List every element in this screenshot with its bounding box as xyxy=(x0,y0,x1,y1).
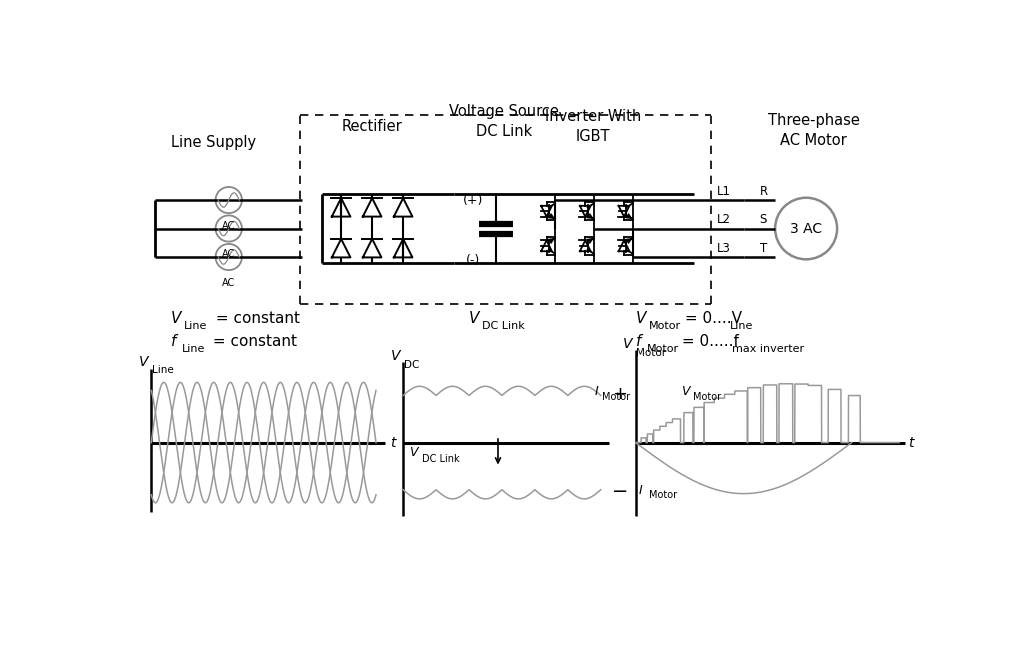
Text: L3: L3 xyxy=(717,242,731,254)
Text: +: + xyxy=(612,384,628,402)
Text: V: V xyxy=(623,337,633,351)
Text: = constant: = constant xyxy=(211,311,300,326)
Text: −: − xyxy=(612,482,629,501)
Text: = 0....V: = 0....V xyxy=(680,311,741,326)
Text: Motor: Motor xyxy=(646,344,679,354)
Text: V: V xyxy=(636,311,646,326)
Text: AC: AC xyxy=(222,278,236,288)
Text: = constant: = constant xyxy=(208,334,297,350)
Text: DC Link: DC Link xyxy=(482,320,525,330)
Text: Line Supply: Line Supply xyxy=(171,135,256,150)
Text: I: I xyxy=(595,386,598,398)
Text: Motor: Motor xyxy=(636,348,667,358)
Text: Rectifier: Rectifier xyxy=(342,119,402,135)
Text: T: T xyxy=(760,242,767,254)
Text: Line: Line xyxy=(183,320,207,330)
Text: I: I xyxy=(639,484,642,497)
Text: V: V xyxy=(681,386,689,398)
Text: Line: Line xyxy=(730,320,754,330)
Text: V: V xyxy=(390,349,400,363)
Text: Motor: Motor xyxy=(601,392,630,402)
Text: AC: AC xyxy=(222,249,236,259)
Text: Motor: Motor xyxy=(649,320,681,330)
Text: V: V xyxy=(469,311,479,326)
Text: Motor: Motor xyxy=(649,490,677,500)
Text: = 0.....f: = 0.....f xyxy=(678,334,739,350)
Text: Three-phase
AC Motor: Three-phase AC Motor xyxy=(768,113,860,148)
Text: 3 AC: 3 AC xyxy=(791,222,822,236)
Text: V: V xyxy=(410,446,418,460)
Text: Motor: Motor xyxy=(693,392,721,402)
Text: S: S xyxy=(760,213,767,226)
Text: L2: L2 xyxy=(717,213,731,226)
Text: (-): (-) xyxy=(466,254,480,266)
Text: AC: AC xyxy=(222,221,236,231)
Text: DC: DC xyxy=(403,360,419,370)
Text: V: V xyxy=(138,354,148,368)
Text: max inverter: max inverter xyxy=(732,344,804,354)
Text: V: V xyxy=(171,311,181,326)
Text: DC Link: DC Link xyxy=(422,454,460,464)
Text: L1: L1 xyxy=(717,184,731,198)
Text: Inverter With
IGBT: Inverter With IGBT xyxy=(545,109,641,145)
Text: f: f xyxy=(171,334,176,350)
Text: Line: Line xyxy=(181,344,205,354)
Text: Line: Line xyxy=(152,365,174,375)
Text: f: f xyxy=(636,334,641,350)
Text: t: t xyxy=(908,436,914,450)
Text: (+): (+) xyxy=(463,194,483,206)
Text: t: t xyxy=(390,436,395,450)
Text: R: R xyxy=(760,184,768,198)
Text: Voltage Source
DC Link: Voltage Source DC Link xyxy=(449,104,559,139)
